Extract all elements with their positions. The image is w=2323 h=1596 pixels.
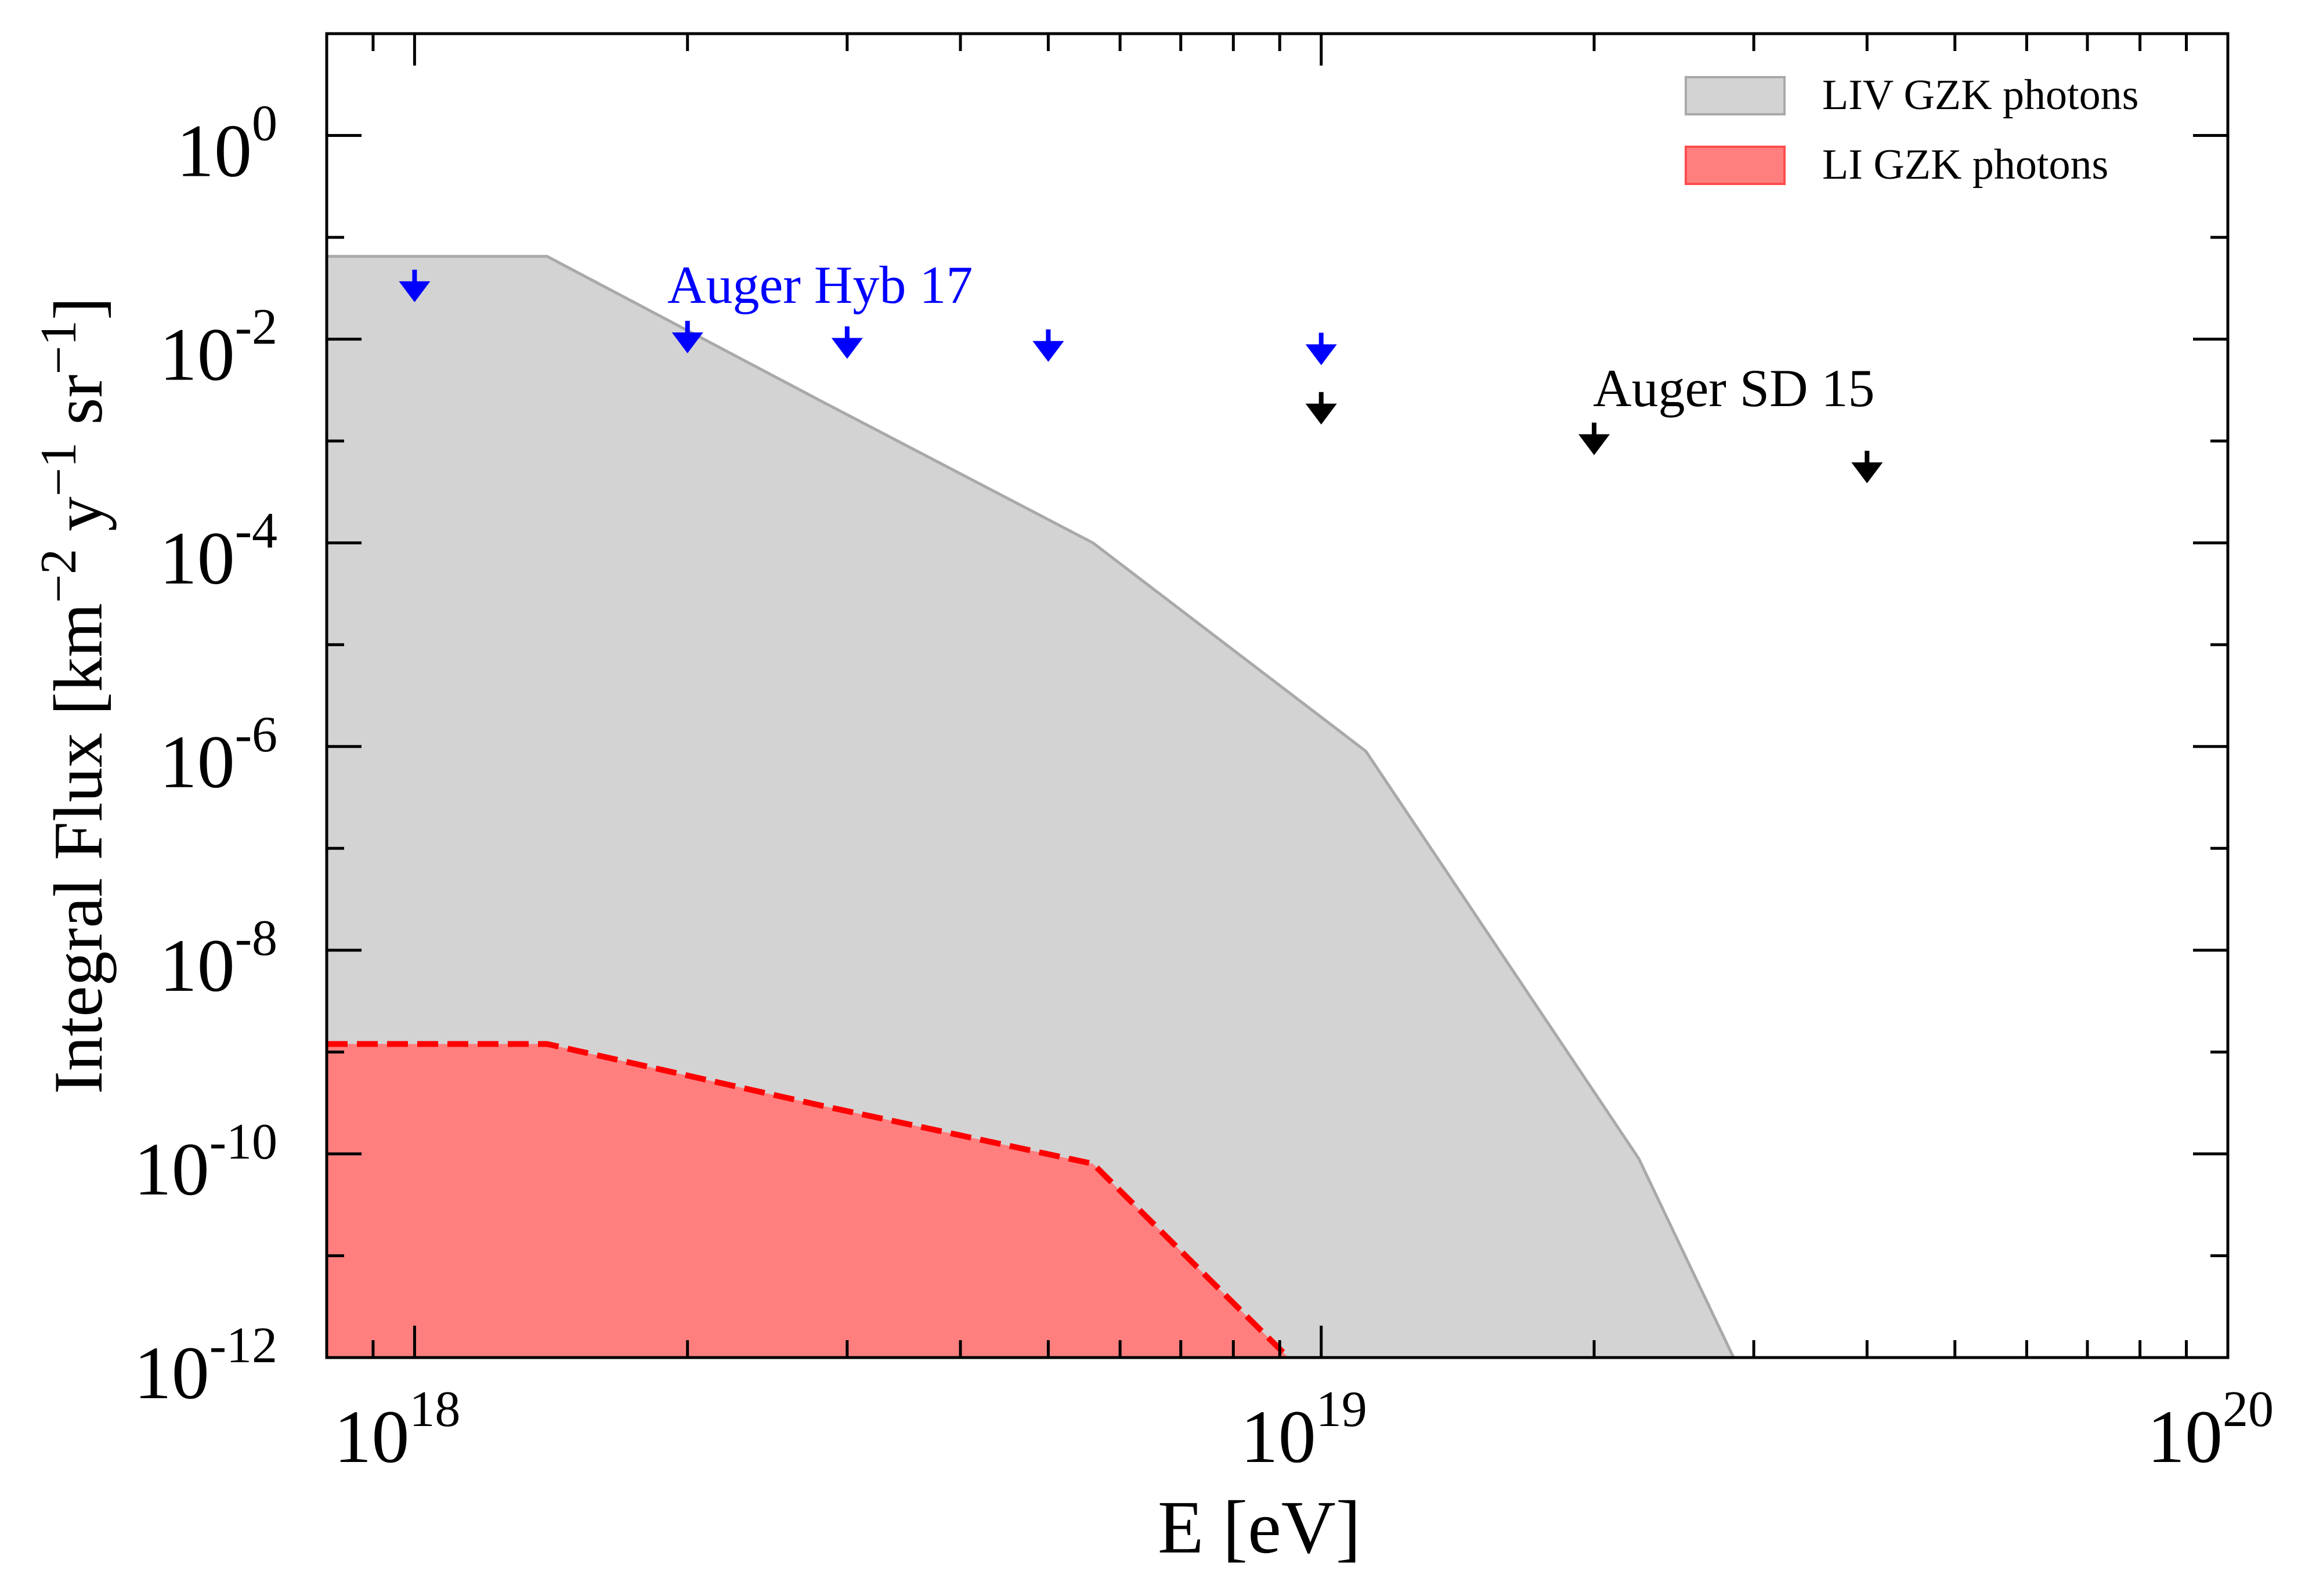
y-tick-label: 100 xyxy=(176,96,277,193)
y-label-part-3: sr xyxy=(39,375,117,443)
y-tick-label: 10-2 xyxy=(160,299,277,397)
auger-sd-15-upper-limit xyxy=(1851,451,1883,484)
auger-hyb-17-upper-limit xyxy=(671,321,703,354)
x-tick-label: 1019 xyxy=(1241,1381,1367,1479)
y-tick-label: 10-4 xyxy=(160,503,277,600)
y-tick-label: 10-10 xyxy=(134,1114,277,1211)
y-tick-label: 10-6 xyxy=(160,707,277,804)
y-label-exp-3: −1 xyxy=(31,320,87,375)
x-tick-label: 1020 xyxy=(2147,1381,2274,1479)
li-gzk-photons-line xyxy=(327,1041,1291,1358)
y-label-part-2: y xyxy=(39,497,117,549)
auger-sd-15-upper-limit xyxy=(1305,392,1337,425)
y-tick-label: 10-8 xyxy=(160,910,277,1008)
auger-hyb-17-upper-limit xyxy=(1032,329,1064,362)
auger-hyb-17-upper-limit xyxy=(1305,332,1337,365)
legend-label-li: LI GZK photons xyxy=(1822,141,2108,189)
auger-hyb-17-upper-limit xyxy=(831,326,863,359)
y-label-part-1: Integral Flux [km xyxy=(39,603,117,1095)
y-tick-label: 10-12 xyxy=(134,1318,277,1415)
li-gzk-photons-band xyxy=(327,1044,1289,1358)
x-tick-label: 1018 xyxy=(334,1381,460,1479)
legend: LIV GZK photons LI GZK photons xyxy=(1685,71,2138,189)
legend-swatch-li xyxy=(1685,146,1786,185)
y-label-exp-1: −2 xyxy=(31,549,87,603)
y-label-exp-2: −1 xyxy=(31,442,87,497)
auger-hyb-17-upper-limit xyxy=(399,269,431,302)
annotation-auger-sd-15: Auger SD 15 xyxy=(1593,359,1875,418)
auger-sd-15-upper-limit xyxy=(1578,422,1610,455)
y-axis-label: Integral Flux [km−2 y−1 sr−1] xyxy=(31,297,117,1094)
x-axis-label: E [eV] xyxy=(1158,1486,1361,1569)
y-label-part-4: ] xyxy=(39,297,117,320)
liv-gzk-photons-line xyxy=(327,255,1735,1358)
annotation-auger-hyb-17: Auger Hyb 17 xyxy=(667,255,973,314)
legend-label-liv: LIV GZK photons xyxy=(1822,71,2138,119)
plot-frame xyxy=(325,32,2230,1359)
legend-swatch-liv xyxy=(1685,76,1786,115)
